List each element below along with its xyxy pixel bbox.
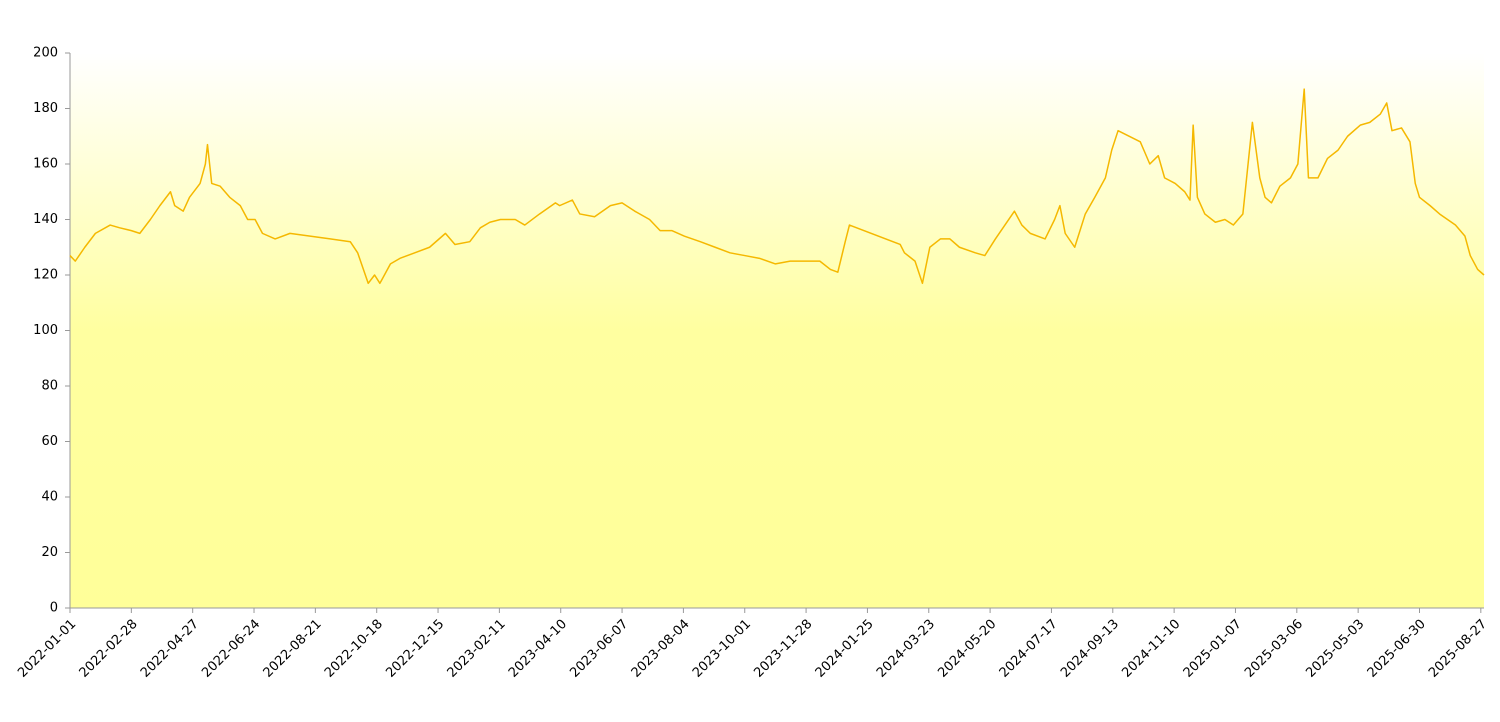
y-tick-label: 80 xyxy=(41,379,58,394)
y-tick-label: 100 xyxy=(33,323,58,338)
x-tick-label: 2025-05-03 xyxy=(1303,617,1367,681)
y-tick-label: 120 xyxy=(33,268,58,283)
x-tick-label: 2025-01-07 xyxy=(1181,617,1245,681)
y-tick-label: 180 xyxy=(33,101,58,116)
x-tick-label: 2022-01-01 xyxy=(15,617,79,681)
line-series xyxy=(69,88,1485,285)
x-tick-label: 2023-11-28 xyxy=(751,617,815,681)
y-tick-label: 40 xyxy=(41,490,58,505)
x-tick-label: 2025-08-27 xyxy=(1426,617,1490,681)
x-tick-label: 2022-04-27 xyxy=(138,617,202,681)
y-tick-label: 20 xyxy=(41,545,58,560)
x-tick-label: 2022-06-24 xyxy=(199,617,263,681)
y-tick-label: 0 xyxy=(50,601,58,616)
x-tick-label: 2023-08-04 xyxy=(629,617,693,681)
x-tick-label: 2022-08-21 xyxy=(261,617,325,681)
x-tick-label: 2023-10-01 xyxy=(690,617,754,681)
x-tick-label: 2024-05-20 xyxy=(935,617,999,681)
y-tick-label: 140 xyxy=(33,212,58,227)
x-tick-label: 2023-04-10 xyxy=(506,617,570,681)
x-tick-label: 2025-06-30 xyxy=(1365,617,1429,681)
y-tick-label: 200 xyxy=(33,46,58,61)
plot-background xyxy=(70,53,1484,608)
x-tick-label: 2022-10-18 xyxy=(322,617,386,681)
x-tick-label: 2022-12-15 xyxy=(383,617,447,681)
x-tick-label: 2024-03-23 xyxy=(874,617,938,681)
x-tick-label: 2022-02-28 xyxy=(77,617,141,681)
x-tick-label: 2024-11-10 xyxy=(1119,617,1183,681)
x-tick-label: 2023-02-11 xyxy=(445,617,509,681)
x-tick-label: 2025-03-06 xyxy=(1242,617,1306,681)
x-tick-label: 2024-09-13 xyxy=(1058,617,1122,681)
y-tick-label: 60 xyxy=(41,434,58,449)
x-tick-label: 2023-06-07 xyxy=(567,617,631,681)
x-tick-label: 2024-01-25 xyxy=(813,617,877,681)
y-tick-label: 160 xyxy=(33,157,58,172)
x-tick-label: 2024-07-17 xyxy=(997,617,1061,681)
